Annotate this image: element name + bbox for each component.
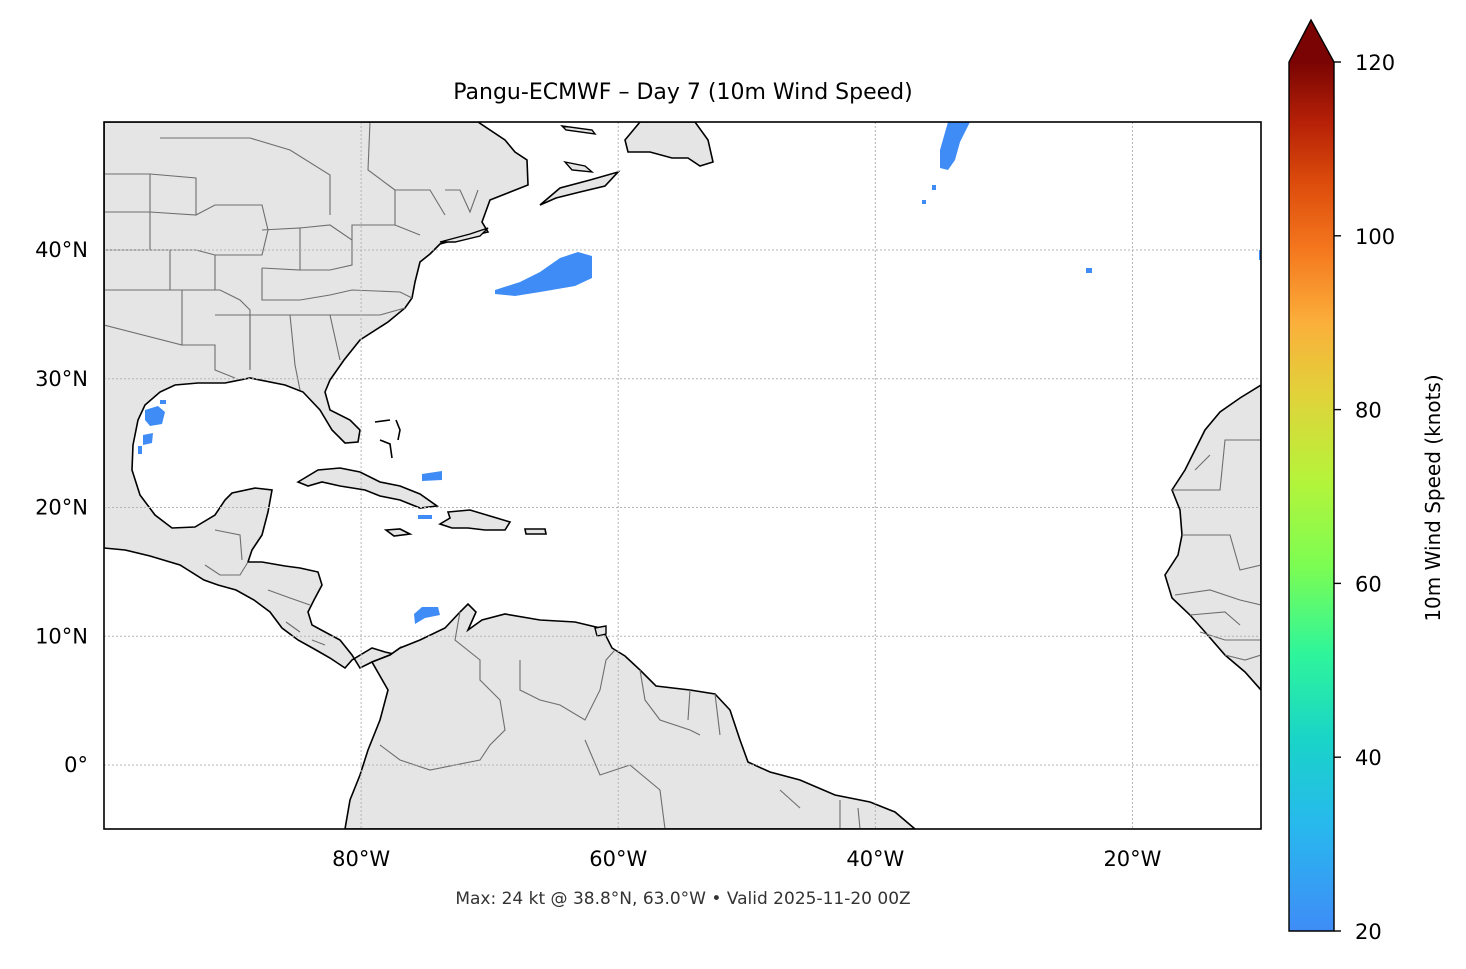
x-tick-label: 20°W [1103,847,1161,871]
wind-patch-atlantic-offshore [495,252,592,296]
y-tick-label: 30°N [35,367,88,391]
wind-patch-colombia [414,607,440,624]
wind-patch-small [1259,250,1261,260]
land-north-america [104,122,529,670]
colorbar-tick-label: 60 [1355,572,1382,596]
colorbar-extend-arrow [1289,20,1334,62]
x-axis: 80°W 60°W 40°W 20°W [332,847,1162,871]
y-tick-label: 40°N [35,238,88,262]
land-newfoundland [624,122,714,167]
colorbar-ticks: 20 40 60 80 100 120 [1334,51,1395,944]
land-jamaica [383,528,413,537]
land-bahamas [374,419,401,459]
colorbar: 20 40 60 80 100 120 10m Wind Speed (knots) [1288,18,1445,944]
land-long-island [439,227,489,243]
colorbar-tick-label: 120 [1355,51,1395,75]
x-tick-label: 60°W [589,847,647,871]
x-tick-label: 40°W [846,847,904,871]
map-title: Pangu-ECMWF – Day 7 (10m Wind Speed) [453,80,912,105]
colorbar-gradient [1289,62,1334,931]
wind-patch-small [1086,268,1092,273]
land-anticosti [560,125,597,135]
colorbar-tick-label: 40 [1355,746,1382,770]
colorbar-tick-label: 20 [1355,920,1382,944]
wind-patch-small [932,185,936,190]
land-nova-scotia [539,170,621,206]
x-tick-label: 80°W [332,847,390,871]
colorbar-tick-label: 80 [1355,399,1382,423]
land-africa [1164,384,1261,692]
wind-patch-bahamas [422,471,442,481]
admin-borders [104,122,1261,829]
colorbar-outline [1288,18,1335,932]
y-tick-label: 0° [64,753,88,777]
colorbar-tick-label: 100 [1355,225,1395,249]
y-tick-label: 10°N [35,624,88,648]
wind-patch-small [418,515,432,519]
footer-caption: Max: 24 kt @ 38.8°N, 63.0°W • Valid 2025… [455,889,910,909]
y-tick-label: 20°N [35,496,88,520]
land-south-america [344,602,917,829]
land-trinidad [594,625,607,637]
map-frame [103,121,1262,830]
wind-patch-small [922,200,926,204]
wind-patch-north-atlantic [940,122,970,170]
map-area [104,122,1261,829]
wind-patch-gulf [138,400,166,454]
colorbar-label: 10m Wind Speed (knots) [1421,374,1445,621]
land-hispaniola [438,509,512,531]
wind-speed-patches [138,122,1261,624]
land-pei [563,160,595,173]
land-puerto-rico [524,528,547,535]
y-axis: 0° 10°N 20°N 30°N 40°N [35,238,88,777]
gridlines [104,122,1261,829]
